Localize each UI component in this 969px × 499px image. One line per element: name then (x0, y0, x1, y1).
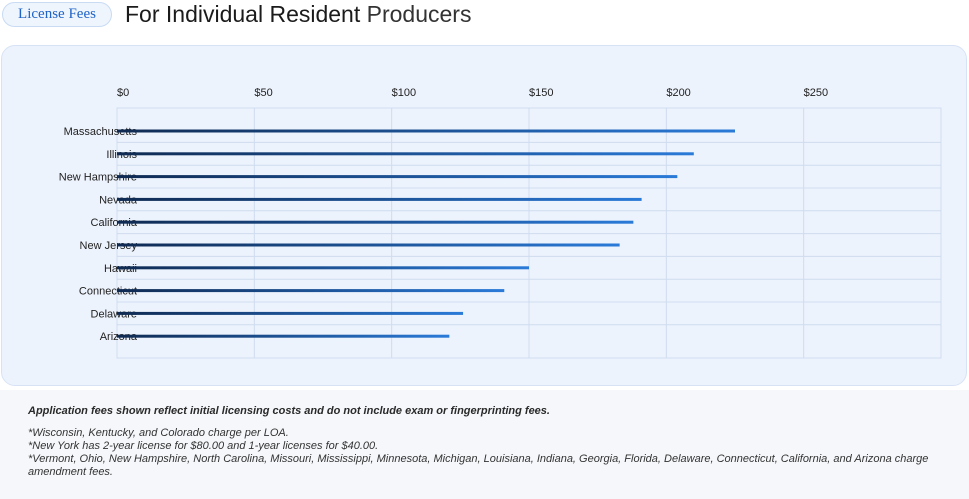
bar (117, 311, 464, 315)
footnote-lead: Application fees shown reflect initial l… (28, 405, 550, 417)
category-label: Connecticut (79, 286, 137, 298)
bar (117, 289, 505, 293)
bar (117, 175, 678, 179)
footnotes: Application fees shown reflect initial l… (0, 390, 969, 499)
category-label: Massachusetts (64, 126, 138, 138)
bar (117, 197, 642, 201)
license-fees-badge: License Fees (2, 2, 112, 27)
bar (117, 129, 735, 133)
bar (117, 334, 450, 338)
category-label: California (91, 217, 138, 229)
bar (117, 243, 620, 247)
category-label: New Jersey (80, 240, 138, 252)
footnote-1: *Wisconsin, Kentucky, and Colorado charg… (28, 427, 289, 439)
x-tick-label: $50 (254, 87, 272, 99)
category-label: Delaware (91, 308, 137, 320)
x-tick-label: $100 (392, 87, 416, 99)
footnote-3: *Vermont, Ohio, New Hampshire, North Car… (28, 453, 929, 478)
fee-bar-chart: $0$50$100$150$200$250MassachusettsIllino… (59, 87, 942, 359)
chart-card: $0$50$100$150$200$250MassachusettsIllino… (1, 45, 967, 386)
bar (117, 266, 529, 270)
footnote-2: *New York has 2-year license for $80.00 … (28, 440, 379, 452)
page-title-main: For Individual Resident (125, 1, 361, 27)
x-tick-label: $0 (117, 87, 129, 99)
x-tick-label: $200 (666, 87, 690, 99)
page-title-rest: Producers (366, 1, 472, 27)
x-tick-label: $250 (804, 87, 828, 99)
x-tick-label: $150 (529, 87, 553, 99)
page-title: For Individual Resident Producers (125, 1, 471, 28)
bar (117, 220, 634, 224)
bar (117, 152, 694, 156)
category-label: New Hampshire (59, 172, 137, 184)
